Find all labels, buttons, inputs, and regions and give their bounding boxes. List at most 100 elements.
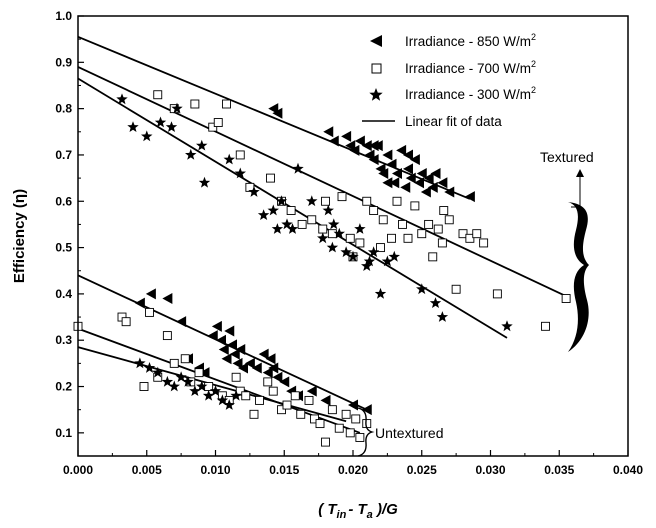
point-square bbox=[355, 238, 365, 248]
point-triangle bbox=[464, 191, 475, 203]
y-tick-label: 0.3 bbox=[55, 333, 72, 347]
point-triangle bbox=[207, 330, 218, 342]
point-star bbox=[275, 195, 288, 207]
legend-label-700-text: Irradiance - 700 W/m bbox=[405, 61, 531, 76]
point-square bbox=[392, 196, 402, 206]
x-tick-label: 0.005 bbox=[132, 463, 162, 477]
x-tick-label: 0.000 bbox=[63, 463, 93, 477]
legend-label-850-text: Irradiance - 850 W/m bbox=[405, 34, 531, 49]
y-tick-label: 0.6 bbox=[55, 194, 72, 208]
legend-label-fit: Linear fit of data bbox=[405, 114, 502, 129]
point-square bbox=[139, 382, 149, 391]
legend-label-850: Irradiance - 850 W/m2 bbox=[405, 32, 536, 49]
point-star bbox=[127, 121, 139, 132]
point-square bbox=[318, 224, 328, 234]
point-star bbox=[196, 139, 208, 151]
point-square bbox=[145, 307, 154, 317]
point-square bbox=[255, 395, 264, 405]
point-triangle bbox=[348, 399, 358, 411]
textured-arrow-head bbox=[576, 169, 584, 177]
point-square bbox=[304, 395, 314, 405]
point-star bbox=[501, 320, 513, 332]
point-triangle bbox=[176, 316, 187, 328]
point-triangle bbox=[405, 172, 416, 184]
point-triangle bbox=[409, 154, 420, 166]
point-triangle bbox=[244, 357, 255, 369]
point-triangle bbox=[396, 144, 407, 156]
point-square bbox=[341, 409, 351, 419]
point-triangle bbox=[238, 362, 248, 374]
point-star bbox=[333, 227, 345, 239]
point-square bbox=[307, 215, 317, 225]
point-square bbox=[479, 238, 489, 248]
point-star bbox=[189, 385, 201, 396]
point-square bbox=[190, 99, 200, 109]
point-triangle bbox=[382, 177, 393, 189]
point-star bbox=[234, 167, 246, 179]
point-star bbox=[317, 232, 329, 244]
point-square bbox=[296, 409, 306, 419]
point-square bbox=[321, 437, 330, 447]
point-triangle bbox=[430, 167, 441, 179]
point-square bbox=[444, 215, 454, 225]
point-star bbox=[230, 389, 242, 401]
point-square bbox=[241, 391, 251, 401]
point-square bbox=[561, 294, 571, 303]
point-star bbox=[271, 223, 284, 234]
untextured-brace bbox=[357, 407, 375, 457]
point-square bbox=[282, 400, 292, 410]
point-star bbox=[267, 204, 279, 216]
y-axis-title: Efficiency (η) bbox=[11, 189, 28, 283]
point-triangle bbox=[403, 163, 413, 175]
point-star bbox=[116, 93, 128, 105]
point-star bbox=[306, 195, 318, 207]
point-triangle bbox=[199, 367, 210, 379]
point-star bbox=[209, 385, 222, 396]
point-square bbox=[169, 358, 179, 368]
point-star bbox=[141, 130, 153, 142]
point-square bbox=[428, 252, 438, 262]
legend-label-700: Irradiance - 700 W/m2 bbox=[405, 59, 536, 76]
point-star bbox=[198, 176, 211, 188]
x-tick-label: 0.010 bbox=[200, 463, 230, 477]
point-star bbox=[248, 186, 260, 197]
point-square bbox=[266, 173, 275, 183]
point-star bbox=[381, 255, 394, 267]
point-triangle bbox=[320, 394, 331, 406]
point-triangle bbox=[272, 371, 283, 383]
legend-label-700-sup: 2 bbox=[531, 59, 536, 69]
point-square bbox=[451, 284, 461, 294]
point-square bbox=[345, 428, 355, 438]
point-square bbox=[290, 391, 300, 401]
point-square bbox=[286, 206, 296, 215]
point-triangle bbox=[416, 167, 427, 179]
point-square bbox=[321, 196, 330, 206]
point-square bbox=[334, 423, 344, 433]
legend-label-300: Irradiance - 300 W/m2 bbox=[405, 85, 536, 102]
point-square bbox=[355, 433, 365, 442]
point-square bbox=[249, 409, 259, 419]
point-triangle bbox=[414, 177, 424, 189]
legend-label-300-text: Irradiance - 300 W/m bbox=[405, 87, 531, 102]
point-triangle bbox=[279, 376, 290, 388]
point-triangle bbox=[211, 320, 222, 332]
point-star bbox=[143, 362, 156, 373]
point-triangle bbox=[162, 293, 173, 305]
x-axis-title-sub-in: in bbox=[337, 509, 347, 521]
y-tick-label: 0.2 bbox=[55, 380, 72, 394]
point-square bbox=[315, 419, 325, 429]
point-triangle bbox=[368, 140, 379, 152]
point-triangle bbox=[232, 357, 243, 369]
legend: Irradiance - 850 W/m2 Irradiance - 700 W… bbox=[362, 32, 536, 129]
point-star bbox=[182, 375, 194, 387]
point-square bbox=[369, 206, 379, 215]
point-square bbox=[180, 354, 190, 364]
point-star bbox=[326, 241, 339, 253]
untextured-annotation: Untextured bbox=[357, 407, 443, 457]
point-star bbox=[161, 375, 174, 387]
fit-line bbox=[77, 36, 471, 200]
point-triangle bbox=[382, 149, 393, 161]
point-star bbox=[223, 399, 235, 410]
x-tick-label: 0.030 bbox=[475, 463, 505, 477]
